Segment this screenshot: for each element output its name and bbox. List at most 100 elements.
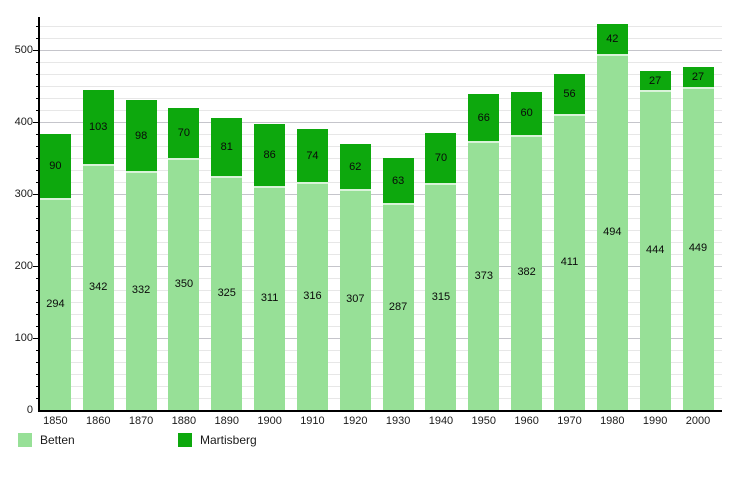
betten-segment [211,176,243,410]
minor-gridline [40,277,722,279]
betten-segment [254,186,286,410]
y-axis-major-tick [33,50,40,51]
minor-gridline [40,181,722,183]
x-axis-label: 1950 [471,415,497,427]
major-gridline [40,49,722,51]
minor-gridline [40,373,722,375]
martisberg-segment [125,100,157,171]
betten-value-label: 449 [688,242,708,255]
x-axis-label: 1880 [171,415,197,427]
y-axis-label: 400 [14,116,33,128]
martisberg-segment [682,67,714,87]
betten-segment [682,86,714,410]
y-axis-major-tick [33,338,40,339]
y-axis-label: 100 [14,332,33,344]
major-gridline [40,121,722,123]
minor-gridline [40,25,722,27]
minor-gridline [40,241,722,243]
martisberg-segment [39,133,71,199]
betten-value-label: 316 [303,290,322,303]
martisberg-value-label: 60 [520,107,533,120]
martisberg-value-label: 81 [220,140,233,153]
minor-gridline [40,217,722,219]
legend-item-martisberg: Martisberg [178,433,257,447]
martisberg-segment [296,129,328,183]
martisberg-segment [339,144,371,189]
betten-value-label: 444 [645,244,665,257]
betten-value-label: 332 [131,284,151,297]
martisberg-value-label: 74 [306,149,319,162]
martisberg-legend-swatch [178,433,192,447]
betten-segment [553,114,585,410]
betten-segment [639,90,671,410]
martisberg-segment [596,24,628,55]
minor-gridline [40,301,722,303]
minor-gridline [40,157,722,159]
betten-value-label: 307 [346,293,365,306]
betten-value-label: 350 [174,278,194,290]
martisberg-value-label: 42 [606,33,619,46]
y-axis-label: 300 [14,188,33,200]
minor-gridline [40,325,722,327]
x-axis-label: 1910 [300,415,325,427]
minor-gridline [40,61,722,63]
minor-gridline [40,313,722,315]
betten-segment [296,182,328,410]
minor-gridline [40,85,722,87]
martisberg-segment [468,93,500,142]
minor-gridline [40,397,722,399]
minor-gridline [40,145,722,147]
martisberg-value-label: 98 [134,129,148,142]
x-axis-label: 1870 [128,415,154,427]
minor-gridline [40,289,722,291]
martisberg-segment [382,158,414,204]
y-axis-major-tick [33,194,40,195]
martisberg-value-label: 27 [691,71,705,83]
minor-gridline [40,73,722,75]
betten-segment [468,141,500,410]
y-axis-major-tick [33,122,40,123]
betten-segment [168,158,200,410]
martisberg-value-label: 70 [177,126,191,139]
martisberg-segment [425,132,457,184]
betten-value-label: 287 [388,300,408,313]
betten-value-label: 315 [431,290,451,303]
x-axis-label: 1970 [557,415,582,427]
martisberg-value-label: 56 [563,87,576,100]
minor-gridline [40,133,722,135]
betten-value-label: 325 [217,287,236,299]
martisberg-value-label: 90 [49,159,62,172]
x-axis-line [38,410,722,412]
major-gridline [40,337,722,339]
betten-legend-label: Betten [40,433,75,447]
betten-segment [39,198,71,410]
martisberg-segment [168,107,200,158]
martisberg-value-label: 63 [391,174,405,187]
minor-gridline [40,169,722,171]
martisberg-segment [553,73,585,115]
y-axis-label: 0 [26,404,33,416]
minor-gridline [40,253,722,255]
y-axis-line [38,17,40,412]
martisberg-value-label: 62 [349,160,362,173]
x-axis-label: 1960 [514,415,539,427]
martisberg-segment [254,124,286,187]
minor-gridline [40,37,722,39]
betten-segment [596,54,628,410]
betten-segment [339,188,371,410]
major-gridline [40,265,722,267]
x-axis-label: 1850 [43,415,68,427]
betten-value-label: 494 [603,226,622,239]
minor-gridline [40,97,722,99]
martisberg-value-label: 70 [434,152,448,164]
x-axis-label: 1990 [642,415,668,427]
betten-value-label: 382 [517,266,536,279]
x-axis-label: 1980 [600,415,625,427]
x-axis-label: 1930 [385,415,411,427]
minor-gridline [40,229,722,231]
betten-segment [125,170,157,410]
minor-gridline [40,109,722,111]
martisberg-value-label: 27 [649,74,662,87]
betten-segment [511,134,543,410]
